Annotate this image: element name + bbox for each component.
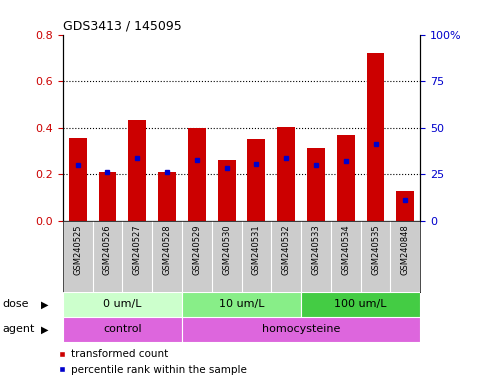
Text: dose: dose xyxy=(2,299,29,310)
Text: 10 um/L: 10 um/L xyxy=(219,299,264,310)
Bar xyxy=(188,127,206,221)
Text: control: control xyxy=(103,324,142,334)
Text: GSM240534: GSM240534 xyxy=(341,224,350,275)
Bar xyxy=(128,119,146,221)
Text: GSM240530: GSM240530 xyxy=(222,224,231,275)
Text: ▶: ▶ xyxy=(41,299,49,310)
Bar xyxy=(277,127,295,221)
Text: GSM240529: GSM240529 xyxy=(192,224,201,275)
Text: GSM240528: GSM240528 xyxy=(163,224,171,275)
Text: GSM240531: GSM240531 xyxy=(252,224,261,275)
Bar xyxy=(63,292,182,317)
Bar xyxy=(158,172,176,221)
Bar xyxy=(63,317,182,342)
Legend: transformed count, percentile rank within the sample: transformed count, percentile rank withi… xyxy=(54,345,251,379)
Text: GSM240526: GSM240526 xyxy=(103,224,112,275)
Text: 0 um/L: 0 um/L xyxy=(103,299,142,310)
Bar xyxy=(69,138,86,221)
Bar xyxy=(218,160,236,221)
Text: homocysteine: homocysteine xyxy=(262,324,340,334)
Text: GSM240532: GSM240532 xyxy=(282,224,291,275)
Bar xyxy=(182,317,420,342)
Bar xyxy=(337,135,355,221)
Text: GDS3413 / 145095: GDS3413 / 145095 xyxy=(63,19,182,32)
Bar xyxy=(99,172,116,221)
Text: GSM240527: GSM240527 xyxy=(133,224,142,275)
Text: GSM240525: GSM240525 xyxy=(73,224,82,275)
Bar xyxy=(307,148,325,221)
Bar xyxy=(367,53,384,221)
Bar xyxy=(301,292,420,317)
Text: GSM240533: GSM240533 xyxy=(312,224,320,275)
Text: ▶: ▶ xyxy=(41,324,49,334)
Bar xyxy=(182,292,301,317)
Text: agent: agent xyxy=(2,324,35,334)
Text: 100 um/L: 100 um/L xyxy=(334,299,387,310)
Bar xyxy=(247,139,265,221)
Text: GSM240535: GSM240535 xyxy=(371,224,380,275)
Text: GSM240848: GSM240848 xyxy=(401,224,410,275)
Bar xyxy=(397,190,414,221)
